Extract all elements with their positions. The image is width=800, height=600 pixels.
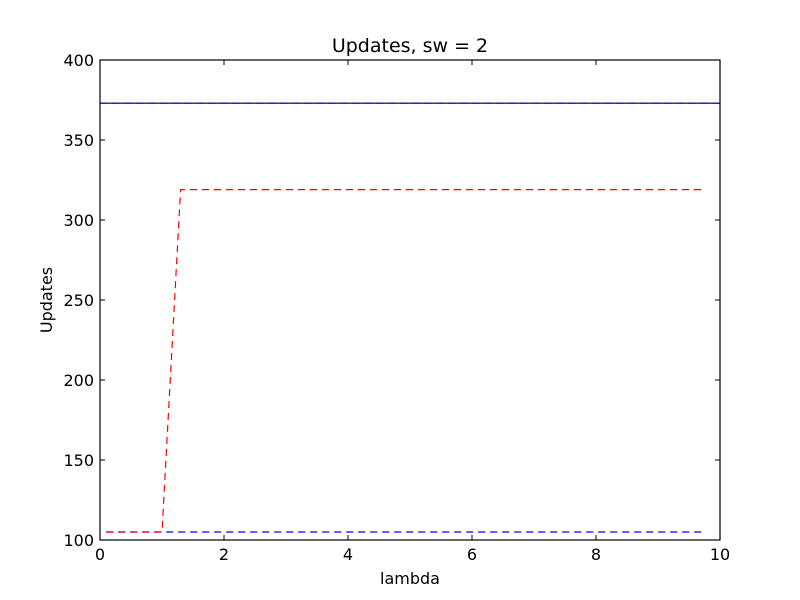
y-tick-label-0: 100 bbox=[63, 531, 94, 550]
x-tick-label-0: 0 bbox=[95, 545, 105, 564]
y-tick-label-4: 300 bbox=[63, 211, 94, 230]
y-tick-label-3: 250 bbox=[63, 291, 94, 310]
ticks-layer: 0 2 4 6 8 10 100 150 200 250 300 350 400 bbox=[63, 51, 730, 564]
y-axis-label: Updates bbox=[37, 267, 56, 333]
y-tick-label-1: 150 bbox=[63, 451, 94, 470]
x-tick-label-1: 2 bbox=[219, 545, 229, 564]
x-axis-label: lambda bbox=[380, 569, 440, 588]
series-line-1 bbox=[106, 189, 702, 533]
y-tick-label-2: 200 bbox=[63, 371, 94, 390]
x-tick-label-2: 4 bbox=[343, 545, 353, 564]
y-tick-label-5: 350 bbox=[63, 131, 94, 150]
x-tick-label-3: 6 bbox=[467, 545, 477, 564]
x-tick-label-5: 10 bbox=[710, 545, 730, 564]
x-tick-label-4: 8 bbox=[591, 545, 601, 564]
chart-title: Updates, sw = 2 bbox=[332, 35, 488, 57]
y-tick-label-6: 400 bbox=[63, 51, 94, 70]
series-layer bbox=[100, 102, 720, 533]
